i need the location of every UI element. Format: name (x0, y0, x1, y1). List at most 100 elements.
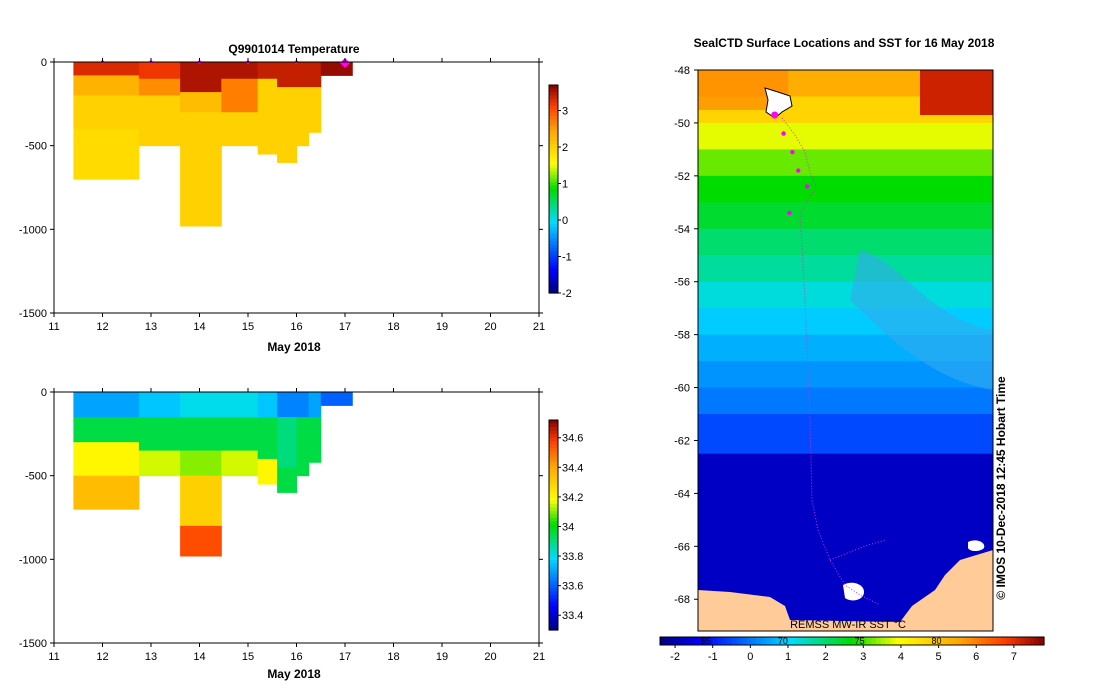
colorbar-segment (549, 95, 558, 100)
salinity-colorbar: 34.6 34.4 34.2 34 33.8 33.6 33.4 (548, 419, 583, 631)
map-y-tick-label: -58 (674, 330, 690, 342)
colorbar-segment (549, 493, 558, 498)
map-y-tick-label: -54 (674, 224, 690, 236)
section-cell (180, 62, 222, 93)
colorbar-segment (765, 637, 771, 645)
colorbar-segment (549, 560, 558, 565)
sst-band (698, 387, 993, 415)
colorbar-segment (717, 637, 723, 645)
colorbar-segment (842, 637, 848, 645)
seal-position (804, 184, 810, 189)
sst-band (698, 228, 993, 256)
colorbar-segment (904, 637, 911, 645)
colorbar-segment (741, 637, 747, 645)
colorbar-tick-label: -2 (670, 651, 680, 663)
antarctic-land (698, 550, 993, 631)
colorbar-segment (549, 567, 558, 572)
colorbar-segment (549, 147, 558, 152)
colorbar-segment (746, 637, 752, 645)
section-cell (257, 417, 278, 460)
kerguelen-island (764, 87, 793, 119)
sst-source-label: REMSS MW-IR SST °C (790, 619, 906, 631)
colorbar-segment (549, 588, 558, 593)
sst-band (698, 122, 993, 150)
colorbar-tick-label: 1 (562, 179, 568, 191)
y-tick-label: -1000 (19, 554, 47, 566)
colorbar-segment (1029, 637, 1035, 645)
colorbar-segment (549, 195, 558, 200)
colorbar-segment (890, 637, 896, 645)
section-cell (180, 392, 222, 418)
x-tick-label: 21 (533, 651, 545, 663)
colorbar-tick-label: -2 (562, 288, 572, 300)
colorbar-segment (549, 105, 558, 110)
colorbar-segment (669, 637, 675, 645)
colorbar-segment (549, 289, 558, 294)
x-tick-label: 19 (436, 321, 448, 333)
map-y-tick-label: -52 (674, 171, 690, 183)
colorbar-segment (549, 213, 558, 218)
salinity-cells (73, 392, 353, 557)
y-tick-label: -1000 (19, 224, 47, 236)
colorbar-segment (549, 434, 558, 439)
colorbar-segment (549, 209, 558, 214)
colorbar-segment (549, 261, 558, 266)
section-cell (296, 392, 310, 418)
x-tick-label: 12 (96, 321, 108, 333)
colorbar-segment (900, 637, 906, 645)
colorbar-segment (1015, 637, 1021, 645)
seal-position (781, 131, 786, 136)
colorbar-segment (549, 521, 558, 526)
section-cell (138, 417, 181, 452)
map-y-tick-label: -64 (674, 488, 690, 500)
colorbar-segment (708, 637, 714, 645)
temperature-title: Q9901014 Temperature (228, 42, 360, 56)
colorbar-segment (549, 518, 558, 523)
colorbar-segment (703, 637, 709, 645)
section-cell (221, 417, 259, 452)
warm-patch (920, 70, 993, 115)
map-y-tick-label: -62 (674, 435, 690, 447)
colorbar-segment (952, 637, 959, 645)
colorbar-segment (549, 598, 558, 603)
colorbar-segment (808, 637, 815, 645)
y-tick-label: 0 (41, 387, 47, 399)
colorbar-tick-label: 34.4 (562, 462, 583, 474)
land-spot (968, 540, 985, 551)
section-cell (180, 112, 222, 227)
section-cell (180, 475, 222, 527)
colorbar-segment (549, 268, 558, 273)
colorbar-segment (549, 227, 558, 232)
colorbar-segment (549, 584, 558, 589)
section-cell (221, 78, 259, 113)
colorbar-segment (760, 637, 767, 645)
colorbar-segment (549, 514, 558, 519)
map-y-ticks: -48 -50 -52 -54 -56 -58 -60 -62 -64 -66 -68 (674, 65, 698, 606)
colorbar-segment (549, 528, 558, 533)
colorbar-segment (876, 637, 882, 645)
colorbar-frame (659, 636, 1045, 646)
sst-band (698, 175, 993, 203)
section-cell (296, 417, 310, 477)
colorbar-segment (549, 423, 558, 428)
colorbar-segment (549, 178, 558, 183)
colorbar-segment (751, 637, 757, 645)
map-title: SealCTD Surface Locations and SST for 16… (694, 36, 995, 50)
section-cell (257, 78, 278, 155)
colorbar-segment (549, 455, 558, 460)
section-cell (320, 392, 353, 406)
colorbar-segment (1000, 637, 1007, 645)
y-tick-label: -500 (25, 141, 47, 153)
x-tick-label: 18 (387, 321, 399, 333)
colorbar-segment (549, 497, 558, 502)
map-y-tick-label: -66 (674, 541, 690, 553)
colorbar-segment (693, 637, 699, 645)
colorbar-segment (928, 637, 935, 645)
colorbar-segment (549, 123, 558, 128)
colorbar-segment (727, 637, 733, 645)
colorbar-segment (1005, 637, 1011, 645)
colorbar-tick-label: -1 (562, 252, 572, 264)
colorbar-segment (549, 420, 558, 425)
colorbar-segment (1039, 637, 1045, 645)
colorbar-segment (837, 637, 843, 645)
